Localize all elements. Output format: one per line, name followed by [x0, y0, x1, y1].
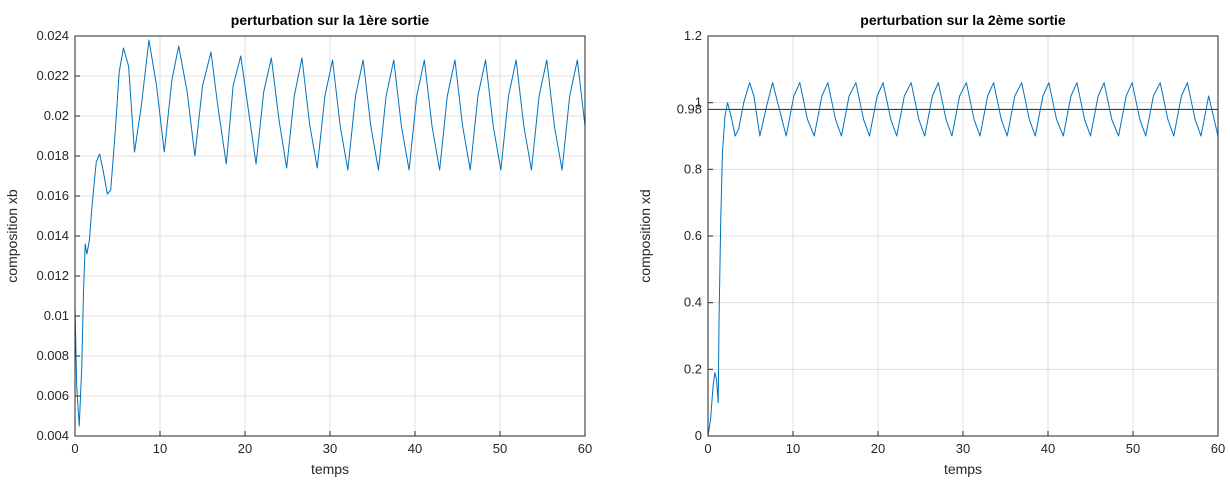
right-y-tick-label: 0.6: [684, 228, 702, 243]
chart-right: 0 10 20 30 40 50 60 0 0.2 0.4 0.6 0.8 1 1.2 0.98 pertu…: [637, 12, 1225, 477]
right-x-tick-label: 60: [1211, 441, 1225, 456]
left-x-tick-label: 30: [323, 441, 337, 456]
right-x-tick-label: 40: [1041, 441, 1055, 456]
left-chart-title: perturbation sur la 1ère sortie: [231, 12, 430, 28]
left-y-tick-label: 0.014: [36, 228, 69, 243]
left-y-tick-label: 0.006: [36, 388, 69, 403]
left-series-line: [74, 39, 586, 427]
left-y-tick-label: 0.012: [36, 268, 69, 283]
chart-left: 0 10 20 30 40 50 60 0.004 0.006 0.008 0.01 0.012 0.0…: [4, 12, 592, 477]
right-y-tick-label: 1: [695, 95, 702, 110]
left-y-axis-label: composition xb: [4, 189, 20, 283]
left-plot-frame: [74, 35, 586, 437]
right-plot-frame: [707, 35, 1219, 437]
right-x-tick-label: 50: [1126, 441, 1140, 456]
right-y-tick-label: 0.8: [684, 161, 702, 176]
left-y-tick-label: 0.02: [44, 108, 69, 123]
left-y-tick-label: 0.008: [36, 348, 69, 363]
right-x-tick-label: 0: [704, 441, 711, 456]
left-ticks: 0 10 20 30 40 50 60 0.004 0.006 0.008 0.01 0.012 0.0…: [36, 28, 592, 456]
right-y-axis-label: composition xd: [637, 189, 653, 282]
left-x-tick-label: 20: [238, 441, 252, 456]
left-x-tick-label: 50: [493, 441, 507, 456]
right-x-tick-label: 20: [871, 441, 885, 456]
left-x-tick-label: 60: [578, 441, 592, 456]
left-y-tick-label: 0.004: [36, 428, 69, 443]
left-x-tick-label: 40: [408, 441, 422, 456]
right-extra-tick-label: 0.98: [677, 101, 702, 116]
right-y-tick-label: 0.2: [684, 361, 702, 376]
left-y-tick-label: 0.018: [36, 148, 69, 163]
left-x-axis-label: temps: [311, 461, 349, 477]
left-x-tick-label: 10: [153, 441, 167, 456]
right-x-tick-label: 30: [956, 441, 970, 456]
right-y-tick-label: 0: [695, 428, 702, 443]
right-y-tick-label: 1.2: [684, 28, 702, 43]
left-y-tick-label: 0.016: [36, 188, 69, 203]
left-y-tick-label: 0.022: [36, 68, 69, 83]
right-y-tick-label: 0.4: [684, 295, 702, 310]
right-x-axis-label: temps: [944, 461, 982, 477]
left-x-tick-label: 0: [71, 441, 78, 456]
left-y-tick-label: 0.01: [44, 308, 69, 323]
left-y-tick-label: 0.024: [36, 28, 69, 43]
right-chart-title: perturbation sur la 2ème sortie: [860, 12, 1066, 28]
right-ticks: 0 10 20 30 40 50 60 0 0.2 0.4 0.6 0.8 1 1.2 0.98: [677, 28, 1226, 456]
right-series-line: [707, 82, 1219, 437]
right-x-tick-label: 10: [786, 441, 800, 456]
